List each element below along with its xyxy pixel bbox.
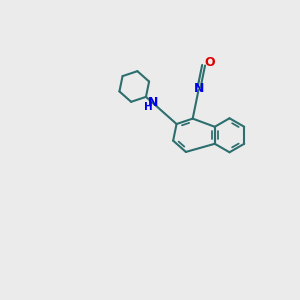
Text: O: O bbox=[204, 56, 215, 69]
Text: N: N bbox=[148, 96, 158, 110]
Text: H: H bbox=[145, 102, 153, 112]
Text: N: N bbox=[194, 82, 204, 95]
